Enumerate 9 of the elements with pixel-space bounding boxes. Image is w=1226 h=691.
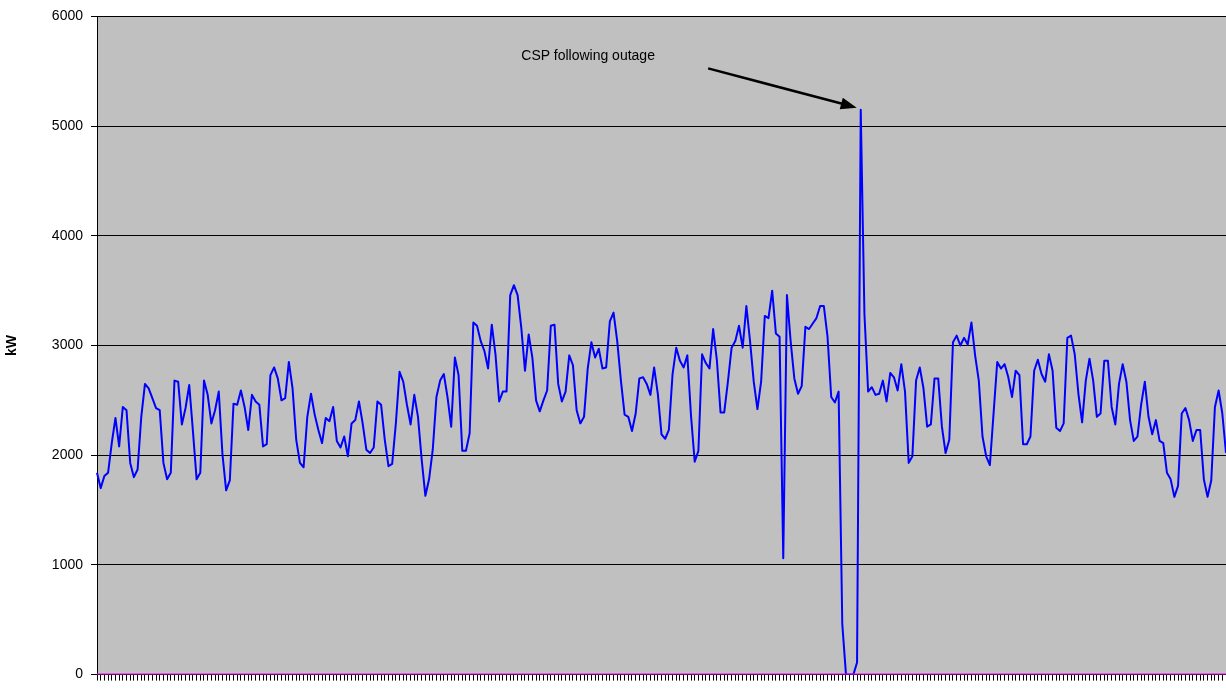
y-tick-label: 4000 [51, 226, 84, 243]
y-tick-label: 1000 [51, 555, 84, 572]
y-tick-label: 2000 [51, 446, 84, 463]
y-axis-title: kW [3, 334, 20, 356]
annotation: CSP following outage [521, 47, 656, 64]
y-tick-label: 0 [75, 665, 84, 682]
y-tick-label: 5000 [51, 116, 84, 133]
y-tick-label: 3000 [51, 336, 84, 353]
y-tick-label: 6000 [51, 7, 84, 24]
